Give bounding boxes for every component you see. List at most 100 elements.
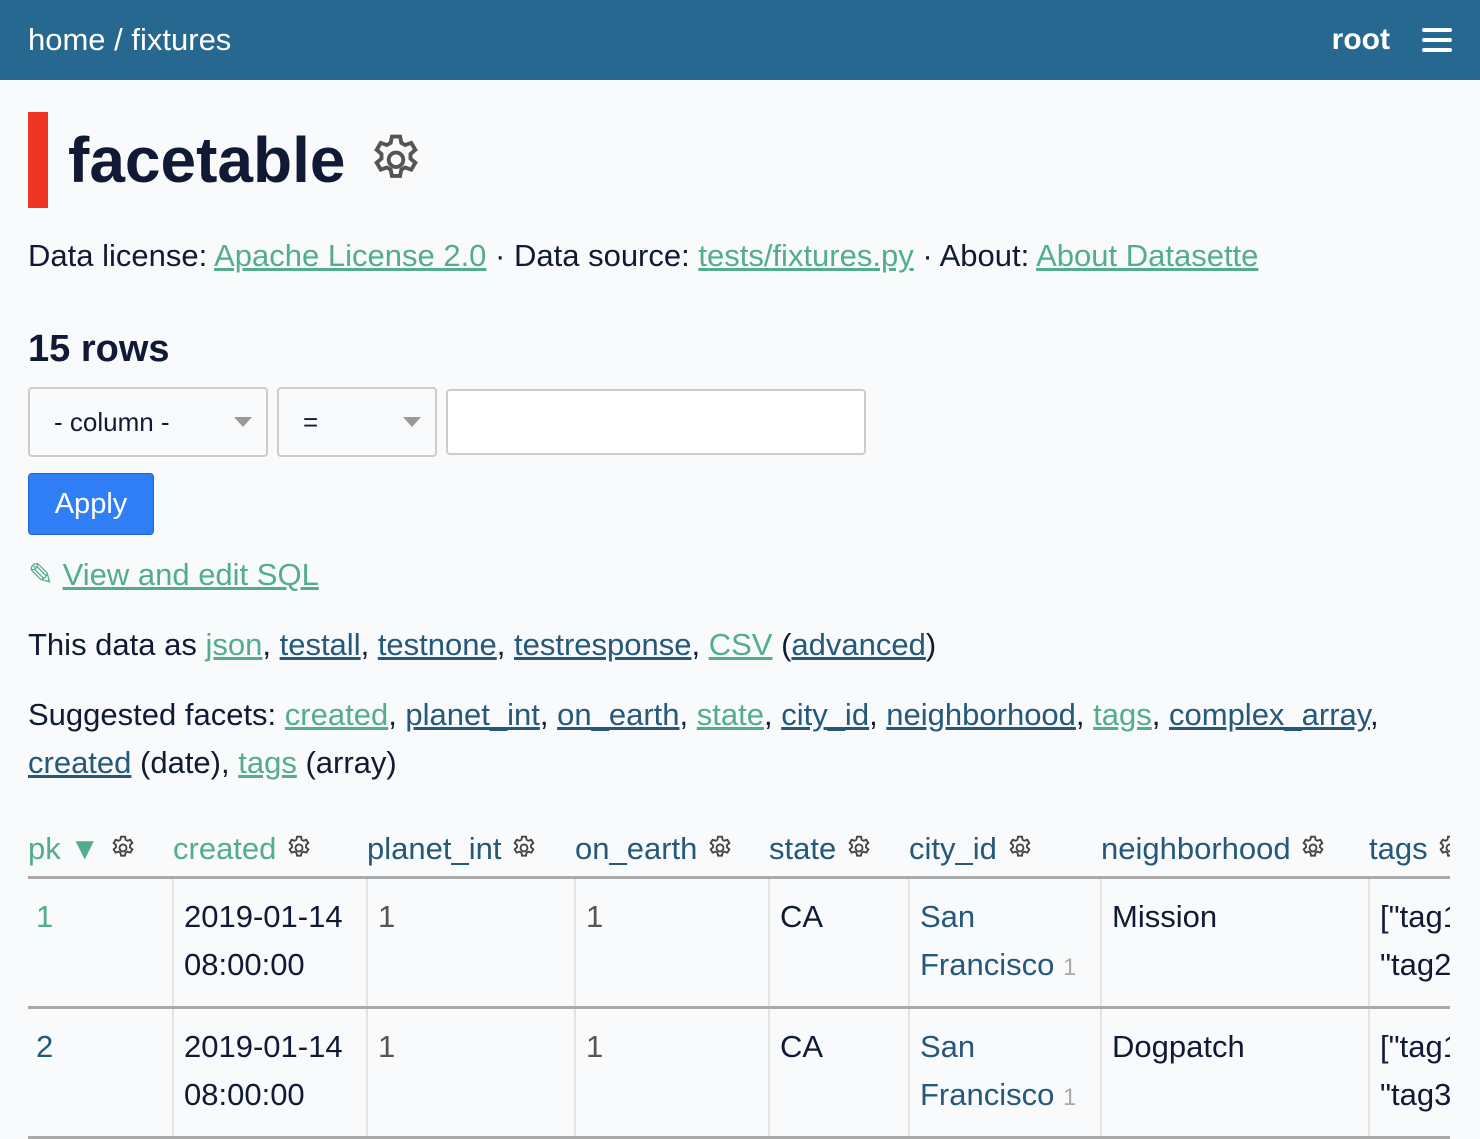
user-name: root [1331,23,1390,56]
format-csv[interactable]: CSV [708,627,773,662]
row-count: 15 rows [28,328,170,370]
facet-planet-int[interactable]: planet_int [405,697,540,732]
source-label: Data source: [513,238,699,273]
format-testresponse[interactable]: testresponse [513,627,692,662]
cell-on-earth: 1 [574,1007,769,1139]
row-pk-link[interactable]: 2 [36,1028,54,1064]
export-formats: This data as json, testall, testnone, te… [28,627,937,662]
format-advanced[interactable]: advanced [791,627,926,662]
column-label: state [769,831,837,867]
chevron-down-icon [403,417,421,427]
city-link[interactable]: San Francisco [920,898,1055,982]
format-testall[interactable]: testall [279,627,361,662]
cell-neighborhood: Dogpatch [1100,1007,1369,1139]
column-header-planet-int[interactable]: planet_int [367,823,575,879]
city-id-value: 1 [1063,953,1077,981]
pencil-icon: ✎ [28,557,54,592]
filter-row: - column - = [28,387,1452,457]
column-header-on-earth[interactable]: on_earth [575,823,769,879]
sep: · [486,238,514,273]
gear-icon[interactable] [706,834,734,862]
sep: · [913,238,940,273]
breadcrumb: home / fixtures [28,22,231,58]
operator-select-value: = [303,406,319,437]
facet-tags[interactable]: tags [1093,697,1152,732]
column-label: tags [1369,831,1428,867]
about-link[interactable]: About Datasette [1036,238,1259,273]
cell-city-id: San Francisco 1 [908,1007,1101,1139]
format-testnone[interactable]: testnone [377,627,497,662]
sort-desc-icon: ▼ [69,831,101,867]
facet-created-date[interactable]: created [28,745,132,780]
hamburger-icon[interactable] [1422,28,1452,52]
gear-icon[interactable] [510,834,538,862]
cell-planet-int: 1 [366,877,575,1009]
table-row: 1 2019-01-14 08:00:00 1 1 CA San Francis… [28,877,1450,1009]
gear-icon[interactable] [1436,834,1450,862]
column-label: created [173,831,277,867]
top-nav: home / fixtures root [0,0,1480,80]
column-header-tags[interactable]: tags [1369,823,1450,879]
license-label: Data license: [28,238,215,273]
city-link[interactable]: San Francisco [920,1028,1055,1112]
suggested-facets: Suggested facets: created, planet_int, o… [28,697,1379,780]
data-table: pk ▼ created planet_int on_earth state c… [28,823,1450,1139]
cell-tags: ["tag1", "tag2"] [1368,877,1450,1009]
cell-neighborhood: Mission [1100,877,1369,1009]
facet-created[interactable]: created [284,697,389,732]
filter-value-input[interactable] [446,389,866,455]
facet-tags-array[interactable]: tags [238,745,297,780]
facets-label: Suggested facets: [28,697,285,732]
cell-planet-int: 1 [366,1007,575,1139]
column-label: planet_int [367,831,502,867]
page-title: facetable [68,124,346,196]
column-label: pk [28,831,61,867]
about-label: About: [939,238,1037,273]
chevron-down-icon [234,417,252,427]
title-accent-bar [28,112,48,208]
gear-icon[interactable] [285,834,313,862]
cell-city-id: San Francisco 1 [908,877,1101,1009]
metadata-line: Data license: Apache License 2.0 · Data … [28,238,1452,274]
gear-icon[interactable] [845,834,873,862]
cell-created: 2019-01-14 08:00:00 [172,877,367,1009]
facet-state[interactable]: state [696,697,764,732]
facet-suffix: (date) [131,745,222,780]
column-label: city_id [909,831,997,867]
cell-created: 2019-01-14 08:00:00 [172,1007,367,1139]
source-link[interactable]: tests/fixtures.py [698,238,914,273]
formats-label: This data as [28,627,206,662]
breadcrumb-sep: / [105,22,132,57]
city-id-value: 1 [1063,1083,1077,1111]
column-label: on_earth [575,831,698,867]
facet-suffix: (array) [296,745,397,780]
column-select-value: - column - [54,406,170,437]
operator-select[interactable]: = [277,387,437,457]
column-label: neighborhood [1101,831,1291,867]
format-json[interactable]: json [205,627,263,662]
view-edit-sql-link[interactable]: View and edit SQL [62,557,319,592]
cell-on-earth: 1 [574,877,769,1009]
row-pk-link[interactable]: 1 [36,898,54,934]
facet-city-id[interactable]: city_id [781,697,870,732]
facet-on-earth[interactable]: on_earth [557,697,680,732]
table-row: 2 2019-01-14 08:00:00 1 1 CA San Francis… [28,1007,1450,1139]
gear-icon[interactable] [1299,834,1327,862]
cell-state: CA [768,1007,909,1139]
column-header-city-id[interactable]: city_id [909,823,1101,879]
column-header-state[interactable]: state [769,823,909,879]
breadcrumb-database[interactable]: fixtures [131,22,232,57]
apply-button[interactable]: Apply [28,473,154,535]
license-link[interactable]: Apache License 2.0 [214,238,487,273]
cell-tags: ["tag1", "tag3"] [1368,1007,1450,1139]
column-header-pk[interactable]: pk ▼ [28,823,173,879]
facet-neighborhood[interactable]: neighborhood [886,697,1076,732]
gear-icon[interactable] [367,131,425,189]
column-select[interactable]: - column - [28,387,268,457]
facet-complex-array[interactable]: complex_array [1169,697,1371,732]
gear-icon[interactable] [109,834,137,862]
column-header-neighborhood[interactable]: neighborhood [1101,823,1369,879]
breadcrumb-home[interactable]: home [28,22,106,57]
column-header-created[interactable]: created [173,823,367,879]
gear-icon[interactable] [1006,834,1034,862]
